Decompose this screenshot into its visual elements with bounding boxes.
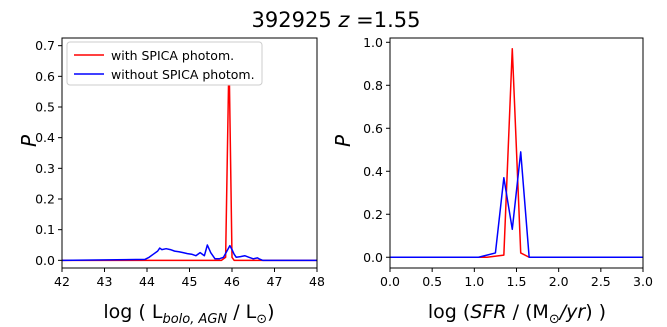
legend: with SPICA photom. without SPICA photom. [66, 41, 263, 86]
left-x-tick-label: 45 [182, 274, 198, 289]
right-x-axis-label: log (SFR / (M⊙/yr) ) [428, 301, 606, 327]
right-series-line-with-spica [390, 48, 643, 258]
right-x-tick-label: 3.0 [633, 274, 653, 289]
left-x-tick-label: 42 [54, 274, 70, 289]
title-z-value: =1.55 [356, 8, 420, 32]
left-y-ticks: 0.0 0.1 0.2 0.3 0.4 0.5 0.6 0.7 [35, 38, 62, 268]
left-y-tick-label: 0.1 [35, 222, 55, 237]
left-x-tick-label: 48 [309, 274, 325, 289]
left-series-line-with-spica [62, 54, 317, 262]
left-x-tick-label: 44 [139, 274, 155, 289]
left-series-line-without-spica [61, 244, 317, 262]
left-y-tick-label: 0.6 [35, 69, 55, 84]
right-y-tick-label: 0.2 [363, 207, 383, 222]
right-x-ticks: 0.0 0.5 1.0 1.5 2.0 2.5 3.0 [380, 268, 653, 289]
right-y-tick-label: 1.0 [363, 35, 383, 50]
right-x-tick-label: 0.5 [422, 274, 442, 289]
legend-label-with: with SPICA photom. [111, 48, 234, 63]
title-object-id: 392925 [252, 8, 332, 32]
right-y-tick-label: 0.4 [363, 164, 383, 179]
left-chart-panel: 42 43 44 45 46 47 48 0.00.10.20.30.40.50.60.7 … [17, 37, 325, 327]
left-y-tick-label: 0.4 [35, 130, 55, 145]
left-x-tick-label: 47 [267, 274, 283, 289]
right-x-tick-label: 0.0 [380, 274, 400, 289]
right-x-tick-label: 2.5 [591, 274, 611, 289]
title-z-symbol: z [337, 8, 350, 32]
left-y-tick-label: 0.2 [35, 192, 55, 207]
right-x-tick-label: 1.5 [507, 274, 527, 289]
left-y-tick-label: 0.5 [35, 100, 55, 115]
right-x-tick-label: 1.0 [464, 274, 484, 289]
left-y-tick-label: 0.0 [35, 253, 55, 268]
left-y-tick-label: 0.7 [35, 38, 55, 53]
left-x-tick-label: 46 [224, 274, 240, 289]
figure-title: 392925 z =1.55 [252, 8, 421, 32]
right-y-axis-label: P [331, 134, 355, 147]
legend-label-without: without SPICA photom. [111, 67, 255, 82]
right-x-tick-label: 2.0 [549, 274, 569, 289]
left-y-axis-label: P [17, 134, 41, 147]
right-chart-panel: 0.0 0.5 1.0 1.5 2.0 2.5 3.0 0.0 0.2 0.4 0.6 0.8 1.0… [331, 35, 653, 327]
left-x-ticks: 42 43 44 45 46 47 48 [54, 268, 325, 289]
right-series-group [390, 48, 643, 258]
legend-box [66, 41, 263, 86]
left-series-group [61, 54, 317, 262]
right-series-line-without-spica [390, 151, 643, 258]
right-y-tick-label: 0.8 [363, 78, 383, 93]
left-x-tick-label: 43 [97, 274, 113, 289]
right-y-tick-label: 0.0 [363, 250, 383, 265]
right-y-tick-label: 0.6 [363, 121, 383, 136]
right-y-ticks: 0.0 0.2 0.4 0.6 0.8 1.0 [363, 35, 390, 265]
left-y-tick-label: 0.3 [35, 161, 55, 176]
left-x-axis-label: log ( Lbolo, AGN / L⊙) [103, 301, 274, 327]
